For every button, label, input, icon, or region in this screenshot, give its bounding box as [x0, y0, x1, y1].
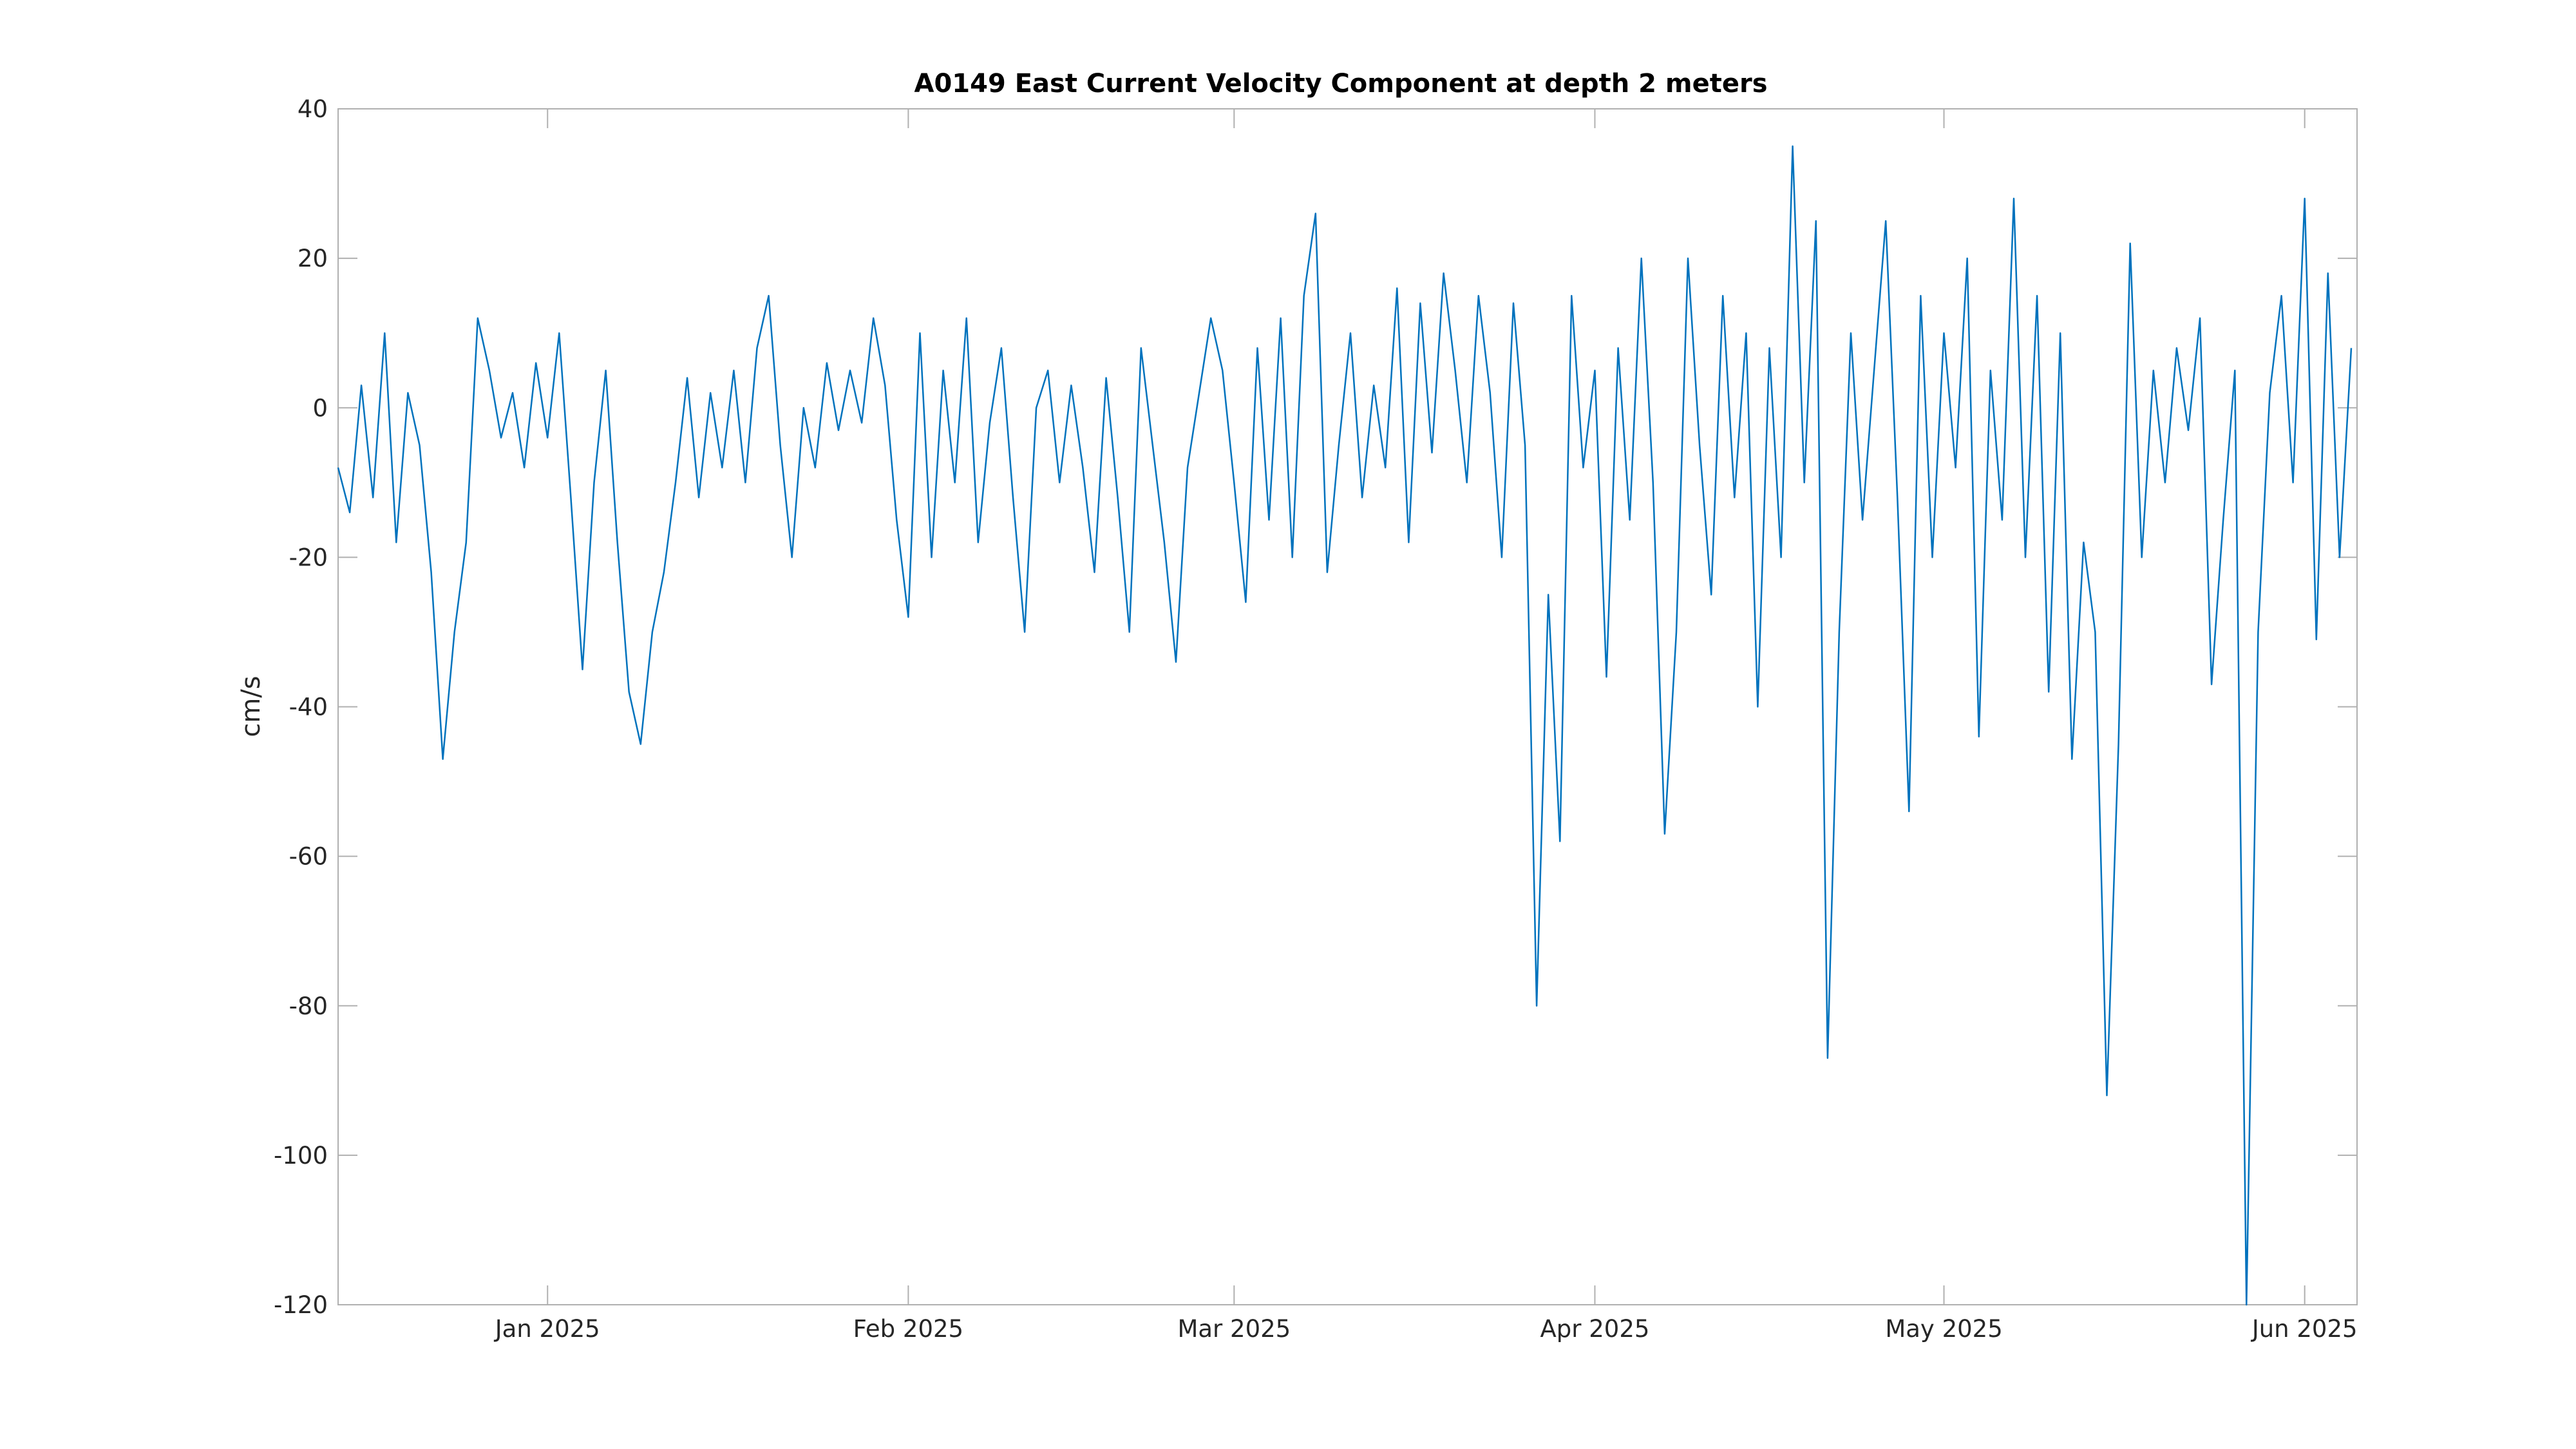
y-tick-label: -60 — [289, 843, 328, 871]
y-tick-label: -80 — [289, 992, 328, 1020]
x-tick-label: Mar 2025 — [1177, 1315, 1291, 1343]
x-tick-label: Feb 2025 — [853, 1315, 963, 1343]
y-axis-label: cm/s — [236, 676, 266, 737]
x-tick-label: Apr 2025 — [1540, 1315, 1650, 1343]
y-tick-label: 40 — [298, 95, 328, 123]
y-tick-label: -100 — [274, 1142, 328, 1170]
plot-area — [337, 108, 2358, 1305]
y-tick-label: -120 — [274, 1291, 328, 1319]
series-group — [337, 145, 2353, 1306]
x-tick-label: Jan 2025 — [494, 1315, 600, 1343]
x-tick-label: Jun 2025 — [2251, 1315, 2358, 1343]
y-tick-label: -40 — [289, 694, 328, 721]
y-tick-label: 0 — [312, 394, 328, 422]
y-tick-label: -20 — [289, 544, 328, 571]
chart-title: A0149 East Current Velocity Component at… — [914, 69, 1767, 99]
y-tick-label: 20 — [298, 245, 328, 272]
y-axis-ticks: -120 -100 -80 -60 -40 -20 0 20 40 — [274, 95, 2357, 1319]
x-tick-label: May 2025 — [1885, 1315, 2002, 1343]
series-line-0 — [337, 145, 2353, 1306]
x-axis-ticks: Jan 2025 Feb 2025 Mar 2025 Apr 2025 May 2025… — [494, 109, 2358, 1343]
